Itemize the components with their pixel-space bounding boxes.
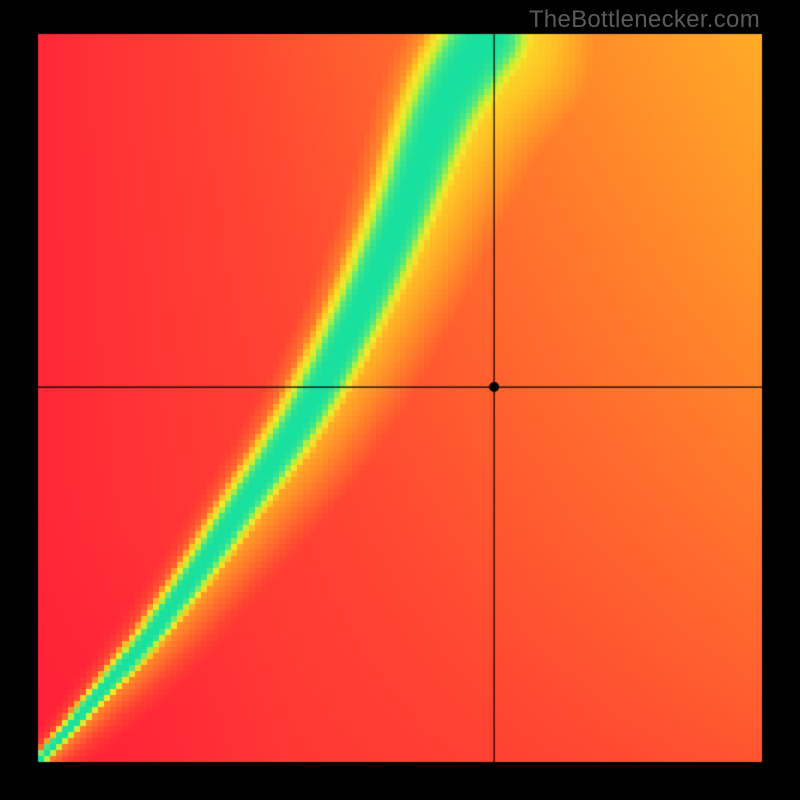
watermark-text: TheBottlenecker.com xyxy=(529,6,760,34)
bottleneck-heatmap xyxy=(0,0,800,800)
root: TheBottlenecker.com xyxy=(0,0,800,800)
